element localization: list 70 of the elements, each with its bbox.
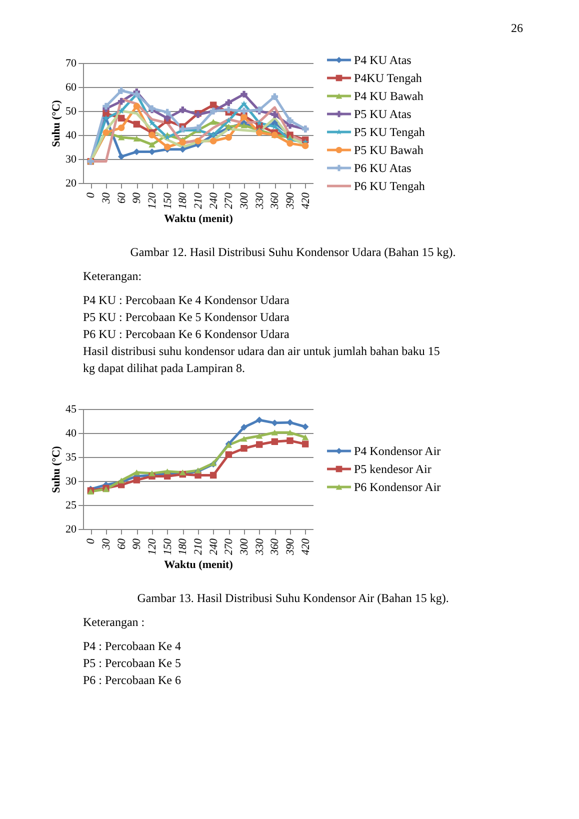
x-tick-label: 420 [300, 192, 312, 209]
x-tick-label: 150 [162, 192, 174, 209]
text: Gambar 12. Hasil Distribusi Suhu Kondensor Udara (Bahan 15 kg). [130, 245, 456, 259]
y-tick-label: 30 [66, 476, 77, 488]
x-tick-label: 240 [208, 192, 220, 209]
legend-label: P4 KU Bawah [354, 89, 424, 103]
y-tick-label: 45 [66, 404, 77, 416]
y-tick-label: 40 [66, 428, 77, 440]
x-tick-label: 300 [238, 538, 250, 556]
y-tick-label: 20 [66, 524, 77, 536]
x-tick-label: 180 [177, 192, 190, 209]
legend-label: P5 KU Bawah [354, 143, 424, 157]
y-tick-label: 60 [66, 82, 77, 94]
x-tick-label: 210 [192, 192, 204, 209]
text: Keterangan: [83, 269, 142, 283]
text: P5 : Percobaan Ke 5 [83, 656, 181, 670]
text: P5 KU : Percobaan Ke 5 Kondensor Udara [83, 310, 290, 324]
x-tick-label: 330 [254, 192, 266, 210]
legend-label: P5 KU Tengah [354, 125, 425, 139]
x-tick-label: 150 [162, 538, 174, 555]
text: P6 KU : Percobaan Ke 6 Kondensor Udara [83, 327, 290, 341]
legend-label: P4 Kondensor Air [354, 444, 441, 458]
legend-label: P5 KU Atas [354, 107, 412, 121]
x-tick-label: 0 [85, 192, 98, 198]
x-tick-label: 270 [223, 538, 236, 555]
legend-label: P4 KU Atas [354, 53, 412, 67]
x-tick-label: 330 [254, 538, 266, 556]
x-tick-label: 120 [146, 192, 158, 209]
legend-label: P5 kendesor Air [354, 462, 432, 476]
x-tick-label: 60 [116, 192, 128, 204]
y-axis-title: Suhu (°C) [50, 100, 62, 147]
text: Keterangan : [83, 615, 145, 629]
text: kg dapat dilihat pada Lampiran 8. [83, 361, 245, 375]
x-tick-label: 30 [100, 192, 112, 204]
text: P6 : Percobaan Ke 6 [83, 673, 181, 687]
x-tick-label: 300 [238, 192, 250, 210]
y-tick-label: 35 [66, 452, 77, 464]
text: P4 KU : Percobaan Ke 4 Kondensor Udara [83, 293, 290, 307]
x-tick-label: 210 [192, 538, 204, 555]
legend-label: P6 KU Tengah [354, 179, 425, 193]
x-tick-label: 360 [269, 192, 282, 210]
legend-label: P6 KU Atas [354, 161, 412, 175]
x-tick-label: 60 [116, 538, 128, 550]
x-tick-label: 360 [269, 538, 282, 556]
y-tick-label: 30 [66, 154, 77, 166]
x-tick-label: 180 [177, 538, 190, 555]
legend-label: P6 Kondensor Air [354, 480, 441, 494]
x-tick-label: 90 [131, 538, 144, 550]
x-axis-title: Waktu (menit) [164, 559, 234, 571]
x-tick-label: 390 [284, 538, 296, 556]
x-tick-label: 270 [223, 192, 236, 209]
y-tick-label: 20 [66, 178, 77, 190]
y-tick-label: 50 [66, 106, 77, 118]
y-tick-label: 25 [66, 500, 77, 512]
text: P4 : Percobaan Ke 4 [83, 639, 181, 653]
y-axis-title: Suhu (°C) [50, 446, 62, 493]
x-tick-label: 120 [146, 538, 158, 555]
x-tick-label: 30 [100, 538, 112, 550]
x-axis-title: Waktu (menit) [164, 213, 234, 225]
y-tick-label: 70 [66, 58, 77, 70]
x-tick-label: 0 [85, 538, 98, 544]
text: 26 [511, 21, 523, 35]
text: Gambar 13. Hasil Distribusi Suhu Kondensor Air (Bahan 15 kg). [137, 591, 449, 605]
text: Hasil distribusi suhu kondensor udara dan air untuk jumlah bahan baku 15 [83, 344, 440, 358]
x-tick-label: 390 [284, 192, 296, 210]
x-tick-label: 420 [300, 538, 312, 555]
y-tick-label: 40 [66, 130, 77, 142]
x-tick-label: 240 [208, 538, 220, 555]
x-tick-label: 90 [131, 192, 144, 204]
legend-label: P4KU Tengah [354, 71, 422, 85]
